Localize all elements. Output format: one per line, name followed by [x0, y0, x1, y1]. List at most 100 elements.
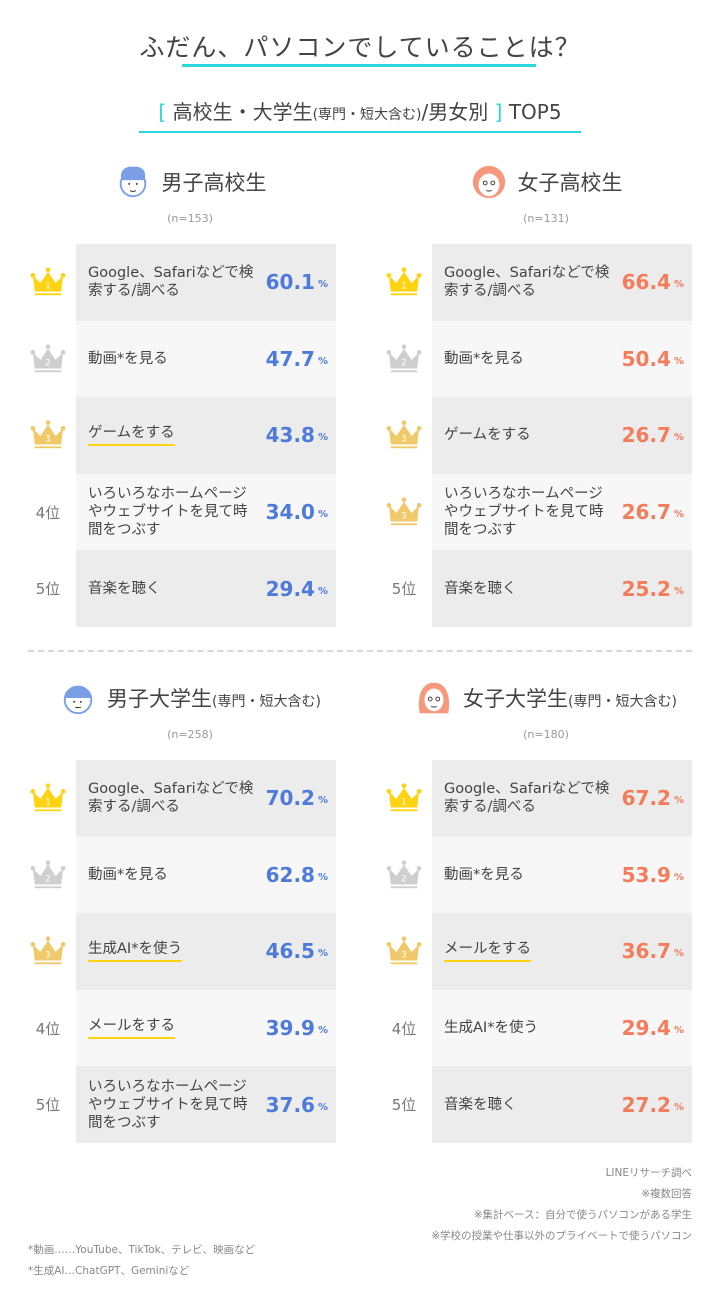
- percent-unit: %: [317, 355, 328, 367]
- percent-unit: %: [673, 1101, 684, 1113]
- sample-size: (n=258): [167, 728, 213, 741]
- sample-size: (n=131): [523, 212, 569, 225]
- table-row: 4位 生成AI*を使う 29.4%: [376, 989, 716, 1067]
- crown-silver-icon: 2: [385, 342, 423, 376]
- activity-label: ゲームをする: [88, 397, 260, 474]
- table-row: 5位 音楽を聴く 25.2%: [376, 550, 716, 627]
- activity-label: メールをする: [88, 990, 260, 1067]
- boy-avatar-icon: [114, 163, 152, 201]
- table-row: 5位 音楽を聴く 27.2%: [376, 1066, 716, 1143]
- rank: 4位: [26, 990, 70, 1067]
- percentage-value: 70.2%: [265, 786, 328, 811]
- rank-label: 5位: [391, 580, 417, 599]
- section-title-note: (専門・短大含む): [568, 694, 677, 710]
- table-row: 2 動画*を見る 62.8%: [20, 836, 360, 914]
- rank-label: 5位: [391, 1096, 417, 1115]
- subtitle-underline: [139, 131, 581, 133]
- crown-gold-icon: 1: [29, 781, 67, 815]
- activity-label: Google、Safariなどで検索する/調べる: [444, 781, 610, 816]
- ranking-list: 1 Google、Safariなどで検索する/調べる 60.1% 2 動画*を見る 47.…: [20, 244, 360, 627]
- percent-unit: %: [673, 355, 684, 367]
- crown-gold-icon: 1: [385, 265, 423, 299]
- activity-label: 音楽を聴く: [444, 1096, 517, 1113]
- activity-label: Google、Safariなどで検索する/調べる: [88, 781, 254, 816]
- section-title-note: (専門・短大含む): [212, 694, 321, 710]
- activity-label: 音楽を聴く: [88, 580, 161, 597]
- page-title: ふだん、パソコンでしていることは？: [139, 33, 581, 62]
- activity-label: 動画*を見る: [444, 866, 524, 883]
- svg-text:1: 1: [401, 282, 406, 292]
- table-row: 2 動画*を見る 47.7%: [20, 320, 360, 398]
- ranking-list: 1 Google、Safariなどで検索する/調べる 70.2% 2 動画*を見る 62.…: [20, 760, 360, 1143]
- section-title: 男子高校生: [162, 167, 267, 197]
- activity-label: Google、Safariなどで検索する/調べる: [444, 265, 610, 300]
- table-row: 3 メールをする 36.7%: [376, 913, 716, 990]
- ranking-list: 1 Google、Safariなどで検索する/調べる 66.4% 2 動画*を見る 50.…: [376, 244, 716, 627]
- section-title: 女子高校生: [518, 167, 623, 197]
- section-divider: [28, 650, 692, 652]
- percentage-value: 43.8%: [265, 423, 328, 448]
- rank-label: 4位: [35, 1019, 61, 1038]
- svg-text:3: 3: [401, 435, 406, 445]
- percent-unit: %: [317, 795, 328, 807]
- section-header: 男子大学生(専門・短大含む): [20, 676, 360, 720]
- section-title-text: 男子高校生: [161, 171, 267, 195]
- rank-label: 5位: [35, 580, 61, 599]
- percentage-value: 66.4%: [621, 270, 684, 295]
- rank: 2: [382, 837, 426, 914]
- subtitle-small: (専門・短大含む): [312, 107, 422, 123]
- percent-unit: %: [673, 509, 684, 521]
- rank-label: 4位: [35, 503, 61, 522]
- rank: 3: [26, 913, 70, 990]
- table-row: 4位 メールをする 39.9%: [20, 989, 360, 1067]
- table-row: 1 Google、Safariなどで検索する/調べる 70.2%: [20, 760, 360, 837]
- svg-text:2: 2: [45, 359, 50, 369]
- crown-silver-icon: 2: [29, 858, 67, 892]
- table-row: 4位 いろいろなホームページやウェブサイトを見て時間をつぶす 34.0%: [20, 473, 360, 551]
- svg-text:2: 2: [45, 875, 50, 885]
- crown-silver-icon: 2: [29, 342, 67, 376]
- percent-unit: %: [673, 871, 684, 883]
- percent-unit: %: [673, 948, 684, 960]
- percent-unit: %: [673, 279, 684, 291]
- percentage-value: 27.2%: [621, 1092, 684, 1117]
- activity-label: 生成AI*を使う: [88, 913, 260, 990]
- crown-bronze-icon: 3: [385, 495, 423, 529]
- crown-silver-icon: 2: [385, 858, 423, 892]
- activity-label: いろいろなホームページやウェブサイトを見て時間をつぶす: [444, 486, 604, 539]
- ranking-list: 1 Google、Safariなどで検索する/調べる 67.2% 2 動画*を見る 53.…: [376, 760, 716, 1143]
- rank: 5位: [26, 550, 70, 627]
- rank: 5位: [382, 550, 426, 627]
- percentage-value: 25.2%: [621, 576, 684, 601]
- notes-left: *動画……YouTube、TikTok、テレビ、映画など *生成AI…ChatG…: [28, 1240, 255, 1282]
- percent-unit: %: [317, 432, 328, 444]
- subtitle-main: 高校生・大学生: [172, 100, 313, 124]
- rank: 3: [26, 397, 70, 474]
- girl-avatar-icon: [470, 163, 508, 201]
- section-header: 男子高校生: [20, 160, 360, 204]
- percentage-value: 29.4%: [265, 576, 328, 601]
- percentage-value: 50.4%: [621, 346, 684, 371]
- subtitle-top: TOP5: [508, 100, 562, 124]
- percentage-value: 39.9%: [265, 1016, 328, 1041]
- title-underline: [182, 64, 536, 67]
- percentage-value: 47.7%: [265, 346, 328, 371]
- activity-label: 動画*を見る: [444, 350, 524, 367]
- percent-unit: %: [317, 1101, 328, 1113]
- rank: 2: [26, 321, 70, 398]
- percentage-value: 67.2%: [621, 786, 684, 811]
- percentage-value: 60.1%: [265, 270, 328, 295]
- activity-label: ゲームをする: [444, 427, 531, 444]
- table-row: 5位 音楽を聴く 29.4%: [20, 550, 360, 627]
- percentage-value: 37.6%: [265, 1092, 328, 1117]
- percent-unit: %: [317, 585, 328, 597]
- activity-label: Google、Safariなどで検索する/調べる: [88, 265, 254, 300]
- svg-text:1: 1: [401, 798, 406, 808]
- rank: 1: [382, 760, 426, 837]
- bracket-close: ]: [494, 100, 503, 124]
- crown-bronze-icon: 3: [385, 934, 423, 968]
- page-subtitle: [ 高校生・大学生(専門・短大含む)/男女別 ] TOP5: [0, 96, 720, 125]
- rank: 5位: [382, 1066, 426, 1143]
- table-row: 3 生成AI*を使う 46.5%: [20, 913, 360, 990]
- crown-gold-icon: 1: [29, 265, 67, 299]
